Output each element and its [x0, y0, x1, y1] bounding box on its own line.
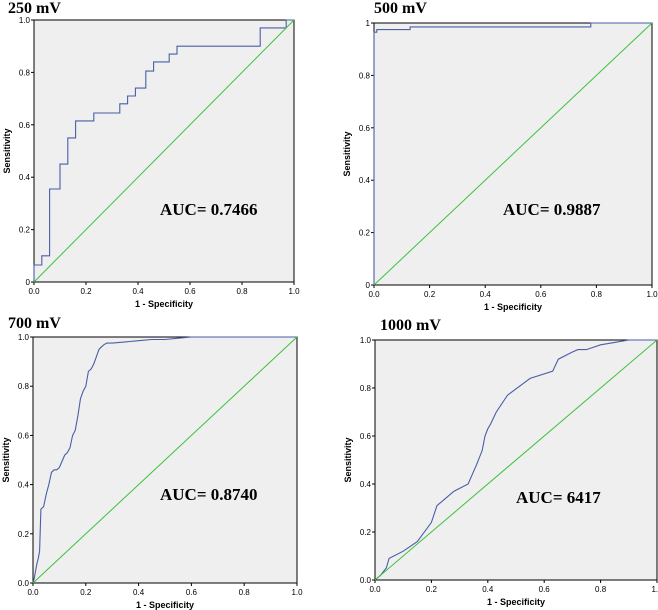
x-tick-label: 0.4	[133, 588, 145, 597]
y-tick-label: 0.8	[18, 382, 30, 391]
auc-label: AUC= 0.7466	[160, 200, 258, 219]
x-tick-label: 0.6	[186, 588, 198, 597]
roc-curve	[32, 336, 297, 584]
y-tick-label: 0.2	[359, 229, 371, 238]
y-tick-label: 0.2	[360, 528, 372, 537]
x-tick-label: 0.6	[184, 287, 196, 296]
y-tick-label: 0.6	[19, 121, 31, 130]
x-tick-label: 0.8	[239, 588, 251, 597]
reference-line	[374, 339, 658, 581]
y-tick-label: 0.4	[360, 480, 372, 489]
panel-title: 500 mV	[374, 0, 427, 17]
panel-title: 1000 mV	[380, 317, 441, 334]
roc-curve	[33, 19, 294, 282]
panel-title: 250 mV	[8, 0, 61, 17]
x-tick-label: 1.0	[288, 287, 300, 296]
x-tick-label: 0.2	[426, 585, 438, 594]
x-tick-label: 0.2	[80, 287, 92, 296]
x-axis-title: 1 - Specificity	[136, 600, 194, 610]
x-tick-label: 0.2	[424, 290, 436, 299]
x-tick-label: 0.4	[480, 290, 492, 299]
roc-panel-4: 0.0 0.2 0.4 0.6 0.8 1.0 0.0 0.2 0.4 0.6 0.8 1.0 1000…	[343, 317, 658, 607]
reference-line	[32, 336, 298, 584]
roc-curve	[373, 22, 652, 285]
auc-label: AUC= 0.8740	[160, 485, 258, 504]
x-tick-label: 0.0	[28, 287, 40, 296]
y-axis-title: Sensitivity	[2, 128, 12, 173]
y-tick-label: 0.2	[18, 530, 30, 539]
panel-title: 700 mV	[8, 315, 61, 332]
y-tick-label: 1.0	[19, 16, 31, 25]
y-tick-label: 0	[366, 281, 371, 290]
y-axis-title: Sensitivity	[342, 131, 352, 176]
x-tick-label: 0.8	[595, 585, 607, 594]
roc-panel-3: 0.0 0.2 0.4 0.6 0.8 1.00.00.20.40.60.81.0700 …	[1, 315, 303, 610]
x-tick-label: 0.0	[368, 290, 380, 299]
y-tick-label: 0.8	[19, 68, 31, 77]
y-tick-label: 0.6	[18, 431, 30, 440]
y-axis-title: Sensitivity	[1, 437, 11, 482]
x-tick-label: 0.6	[539, 585, 551, 594]
y-tick-label: 0.0	[18, 579, 30, 588]
x-tick-label: 0.4	[132, 287, 144, 296]
y-tick-label: 0.8	[359, 71, 371, 80]
x-tick-label: 0.0	[27, 588, 39, 597]
x-tick-label: 1.0	[651, 585, 658, 594]
x-tick-label: 0.8	[591, 290, 603, 299]
y-tick-label: 0.4	[359, 176, 371, 185]
y-tick-label: 1	[366, 19, 371, 28]
reference-line	[33, 19, 295, 283]
reference-line	[373, 22, 653, 286]
x-tick-label: 0.4	[482, 585, 494, 594]
x-tick-label: 0.6	[535, 290, 547, 299]
y-tick-label: 0.6	[359, 124, 371, 133]
y-tick-label: 0.6	[360, 432, 372, 441]
y-tick-label: 1.0	[360, 336, 372, 345]
y-tick-label: 0.2	[19, 226, 31, 235]
x-tick-label: 0.8	[236, 287, 248, 296]
roc-curve	[374, 339, 657, 581]
y-tick-label: 0.8	[360, 384, 372, 393]
auc-label: AUC= 6417	[516, 488, 601, 507]
y-tick-label: 0	[26, 278, 31, 287]
y-axis-title: Sensitivity	[343, 437, 353, 482]
x-axis-title: 1 - Specificity	[487, 597, 545, 607]
y-tick-label: 0.4	[18, 481, 30, 490]
y-tick-label: 0.0	[360, 576, 372, 585]
x-tick-label: 0.0	[369, 585, 381, 594]
x-tick-label: 1.0	[646, 290, 658, 299]
x-tick-label: 0.2	[80, 588, 92, 597]
x-axis-title: 1 - Specificity	[135, 299, 193, 309]
x-tick-label: 1.0	[291, 588, 303, 597]
auc-label: AUC= 0.9887	[503, 200, 601, 219]
x-axis-title: 1 - Specificity	[484, 302, 542, 312]
y-tick-label: 1.0	[18, 333, 30, 342]
y-tick-label: 0.4	[19, 173, 31, 182]
